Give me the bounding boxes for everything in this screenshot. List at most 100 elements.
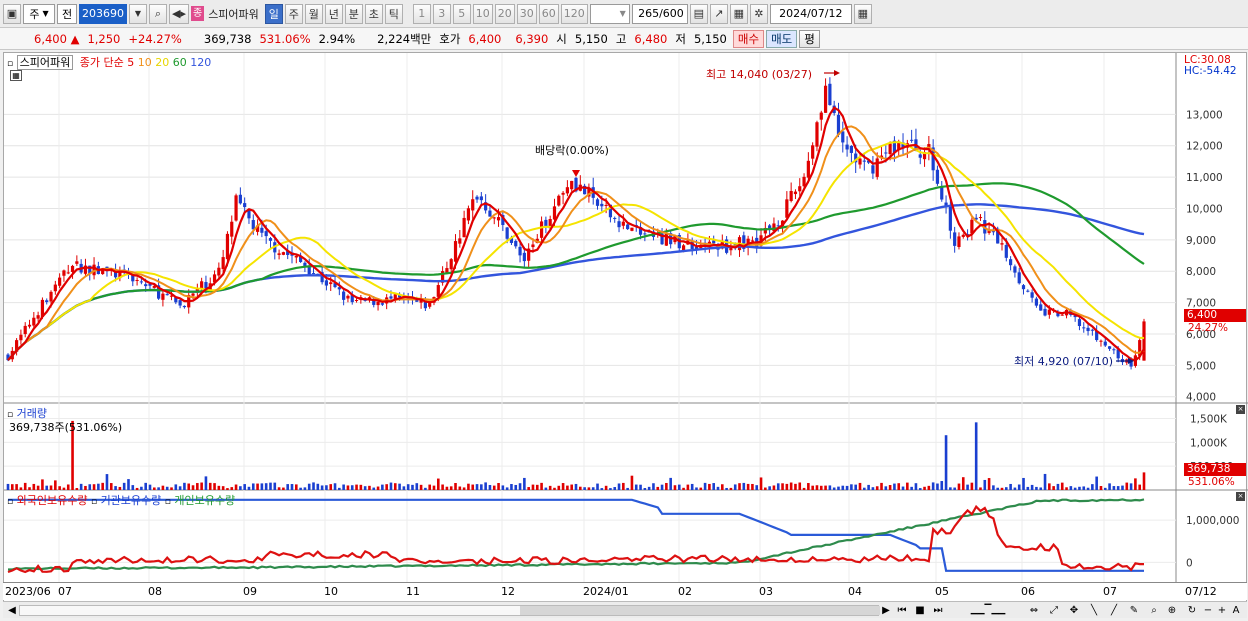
stock-code-input[interactable]: 203690 (79, 3, 127, 24)
period-year[interactable]: 년 (324, 3, 343, 24)
eval-button[interactable]: 평 (799, 29, 820, 48)
interval-120[interactable]: 120 (560, 3, 588, 24)
candle-body (509, 237, 514, 243)
first-icon[interactable]: ⏮ (897, 604, 907, 616)
grid-table-icon[interactable]: ▦ (10, 70, 22, 81)
interval-5[interactable]: 5 (452, 3, 471, 24)
plus-icon[interactable]: + (1217, 604, 1227, 616)
period-second[interactable]: 초 (364, 3, 383, 24)
candle-body (1107, 346, 1112, 349)
volume-bar (213, 483, 216, 490)
individual-holding-line (8, 498, 1145, 571)
last-icon[interactable]: ⏭ (933, 604, 943, 616)
speaker-icon[interactable]: ◀▸ (169, 3, 189, 24)
candle-body (174, 297, 178, 303)
volume-bar (686, 484, 690, 490)
chart-scrollbar[interactable]: ◀ ▶ ⏮ ■ ⏭ ▁▁▔▁▁ ⇔ ⤢ ✥ ╲ ╱ ✎ ⌕ ⊕ ↻ − + A (3, 601, 1247, 618)
candle-body (836, 114, 841, 135)
candle-body (681, 245, 686, 251)
candle-body (854, 153, 858, 163)
period-week[interactable]: 주 (284, 3, 303, 24)
eraser-icon[interactable]: ✎ (1129, 604, 1139, 616)
volume-bar (437, 478, 440, 490)
volume-bar (897, 483, 901, 490)
reset-icon[interactable]: ↻ (1187, 604, 1197, 616)
minus-icon[interactable]: − (1203, 604, 1213, 616)
prev-button[interactable]: 전 (57, 3, 77, 24)
volume-bar (1043, 473, 1047, 490)
stop-icon[interactable]: ■ (915, 604, 925, 616)
period-day[interactable]: 일 (264, 3, 283, 24)
chart-settings-icon[interactable]: ▤ (689, 3, 708, 24)
candle-body (169, 295, 174, 297)
legend-box-icon: ▫ (7, 497, 14, 507)
x-label: 2024/01 (583, 585, 629, 598)
volume-bar (634, 484, 638, 490)
gear-icon[interactable]: ✲ (749, 3, 768, 24)
volume-bar (393, 483, 397, 490)
count-input[interactable]: 265/600 (631, 3, 688, 24)
volume-bar (574, 483, 578, 490)
period-month[interactable]: 월 (304, 3, 323, 24)
zoom-out-icon[interactable]: ⇔ (1029, 604, 1039, 616)
y-tick-label: 10,000 (1186, 203, 1223, 215)
date-input[interactable]: 2024/07/12 (769, 3, 852, 24)
line-tool-icon[interactable]: ╲ (1090, 604, 1098, 616)
volume-bar (751, 483, 754, 490)
buy-button[interactable]: 매수 (732, 29, 765, 48)
drawing-tool-icon[interactable]: ↗ (709, 3, 728, 24)
code-dropdown-icon[interactable]: ▼ (129, 3, 147, 24)
scroll-track[interactable] (19, 605, 880, 616)
period-tick[interactable]: 틱 (384, 3, 403, 24)
candle-body (393, 294, 397, 301)
candle-body (828, 83, 832, 106)
candle-body (247, 209, 251, 219)
calendar-icon[interactable]: ▦ (853, 3, 872, 24)
search-icon[interactable]: ⌕ (149, 3, 167, 24)
candle-body (1034, 298, 1039, 306)
volume-bar (557, 485, 561, 490)
candle-body (135, 279, 139, 281)
interval-20[interactable]: 20 (494, 3, 515, 24)
fit-icon[interactable]: ⤢ (1050, 604, 1058, 616)
volume-bar (828, 485, 832, 490)
search-icon[interactable]: ⌕ (1151, 604, 1157, 616)
volume-bar (673, 485, 677, 490)
trend-tool-icon[interactable]: ╱ (1110, 604, 1118, 616)
volume-bar (742, 482, 746, 490)
volume-bar (92, 484, 96, 490)
interval-1[interactable]: 1 (412, 3, 431, 24)
market-select[interactable]: 주 ▼ (23, 3, 55, 24)
interval-10[interactable]: 10 (472, 3, 493, 24)
volume-bar (888, 485, 892, 490)
candle-body (27, 324, 32, 327)
zoom-slider[interactable]: ▁▁▔▁▁ (970, 605, 1006, 615)
volume-bar (1103, 487, 1107, 490)
current-price: 6,400 ▲ (34, 31, 80, 46)
interval-custom-input[interactable]: ▼ (589, 3, 630, 24)
candle-body (858, 158, 862, 165)
period-minute[interactable]: 분 (344, 3, 363, 24)
sell-button[interactable]: 매도 (766, 29, 798, 48)
holding-close-icon[interactable]: × (1236, 492, 1245, 501)
save-icon[interactable]: ▦ (729, 3, 748, 24)
volume-bar (424, 487, 427, 490)
scroll-left-icon[interactable]: ◀ (8, 604, 16, 616)
interval-60[interactable]: 60 (538, 3, 559, 24)
candle-body (901, 142, 905, 149)
interval-3[interactable]: 3 (432, 3, 451, 24)
scroll-right-icon[interactable]: ▶ (882, 604, 890, 616)
y-tick-label: 5,000 (1186, 360, 1216, 372)
layout-icon[interactable]: ▣ (3, 3, 21, 24)
volume-close-icon[interactable]: × (1236, 405, 1245, 414)
chart-canvas[interactable]: 13,000 12,000 11,000 10,000 9,000 8,000 7,000 6… (3, 52, 1248, 602)
text-size-icon[interactable]: A (1232, 604, 1240, 616)
candle-body (70, 265, 75, 272)
zoom-icon[interactable]: ⊕ (1167, 604, 1177, 616)
volume-bar (579, 486, 582, 490)
candle-body (286, 250, 290, 255)
crosshair-icon[interactable]: ✥ (1069, 604, 1079, 616)
scroll-thumb[interactable] (520, 606, 880, 615)
interval-30[interactable]: 30 (516, 3, 537, 24)
candle-body (1026, 290, 1030, 292)
